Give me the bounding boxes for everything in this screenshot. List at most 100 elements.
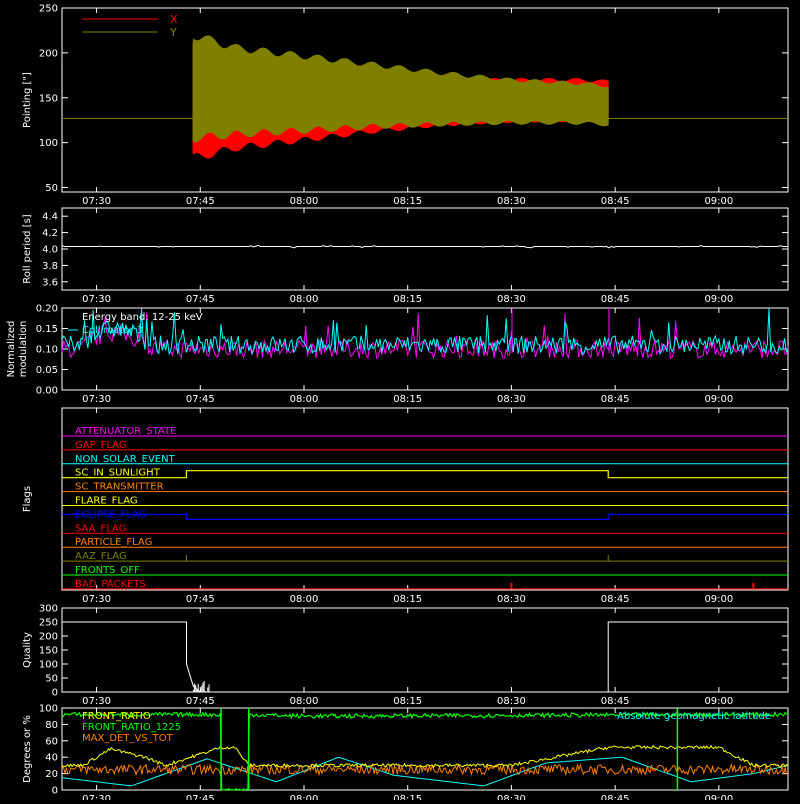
quality-ytick-label: 50 (45, 674, 58, 685)
roll-ytick-label: 4.2 (42, 228, 58, 239)
annotation-energy-band: Energy band: 12-25 keV (82, 312, 203, 323)
flags-xtick-label: 07:45 (186, 594, 215, 605)
modulation-ytick-label: 0.00 (36, 386, 58, 397)
roll-xtick-label: 07:30 (82, 294, 111, 305)
legend-label-front-ratio-1225: FRONT_RATIO_1225 (82, 722, 181, 733)
flag-particle-flag-label: PARTICLE_FLAG (75, 537, 152, 548)
pointing-xtick-label: 08:45 (601, 196, 630, 207)
flags-xtick-label: 08:45 (601, 594, 630, 605)
flag-sc-transmitter-label: SC_TRANSMITTER (75, 482, 164, 493)
legend-label-y: Y (169, 26, 177, 39)
flag-fronts-off-label: FRONTS_OFF (75, 565, 140, 576)
quality-ytick-label: 300 (39, 604, 58, 615)
pointing-ytick-label: 200 (39, 48, 58, 59)
flag-attenuator-state-label: ATTENUATOR_STATE (75, 426, 176, 437)
quality-panel: 07:30 07:45 08:00 08:15 08:30 08:45 09:00 0 50 10… (22, 604, 789, 707)
orbit-xtick-label: 07:30 (82, 794, 111, 800)
orbit-ytick-label: 20 (45, 769, 58, 780)
quality-ytick-label: 100 (39, 660, 58, 671)
pointing-frame (61, 7, 789, 193)
modulation-xtick-label: 07:45 (186, 394, 215, 405)
roll-ytick-label: 4.4 (42, 212, 58, 223)
flag-sc-in-sunlight-label: SC_IN_SUNLIGHT (75, 468, 161, 479)
series-front-ratio-1225 (61, 711, 789, 791)
modulation-ytick-label: 0.15 (36, 324, 58, 335)
modulation-xtick-label: 08:30 (497, 394, 526, 405)
pointing-xtick-label: 07:30 (82, 196, 111, 207)
series-front-ratio (61, 744, 789, 769)
flags-frame (61, 407, 789, 591)
quality-ytick-label: 0 (52, 688, 58, 699)
orbit-xtick-label: 08:15 (393, 794, 422, 800)
legend-label-geomagnetic-latitude: Absolute geomagnetic latitude (617, 711, 771, 722)
roll-ytick-label: 4.0 (42, 245, 58, 256)
quality-xtick-label: 07:30 (82, 696, 111, 707)
orbit-xtick-label: 07:45 (186, 794, 215, 800)
series-collimator-3-trace (61, 308, 789, 356)
orbit-ytick-label: 100 (39, 704, 58, 715)
quality-frame (61, 607, 789, 693)
modulation-xtick-label: 08:15 (393, 394, 422, 405)
modulation-ytick-label: 0.05 (36, 365, 58, 376)
orbit-ylabel: Degrees or % (22, 715, 33, 783)
legend-label-max-det-vs-tot: MAX_DET_VS_TOT (82, 733, 174, 744)
flags-ylabel: Flags (22, 486, 33, 512)
modulation-xtick-label: 08:45 (601, 394, 630, 405)
pointing-xtick-label: 08:30 (497, 196, 526, 207)
flags-xtick-label: 08:00 (290, 594, 319, 605)
quality-xtick-label: 09:00 (704, 696, 733, 707)
flags-panel: 07:30 07:45 08:00 08:15 08:30 08:45 09:00 Flags… (22, 407, 789, 605)
orbit-xtick-label: 08:45 (601, 794, 630, 800)
modulation-xtick-label: 09:00 (704, 394, 733, 405)
orbit-ytick-label: 0 (52, 786, 58, 797)
modulation-xtick-label: 08:00 (290, 394, 319, 405)
modulation-panel: 07:30 07:45 08:00 08:15 08:30 08:45 09:00 0.00 0… (6, 304, 789, 405)
quality-ytick-label: 250 (39, 618, 58, 629)
orbit-ytick-label: 80 (45, 720, 58, 731)
roll-xtick-label: 07:45 (186, 294, 215, 305)
series-y-band (192, 35, 609, 143)
quality-ytick-label: 150 (39, 646, 58, 657)
modulation-ylabel-line1: Normalized (6, 321, 17, 378)
pointing-ytick-label: 150 (39, 93, 58, 104)
series-quality (62, 621, 788, 693)
orbit-frame (61, 707, 789, 791)
flag-saa-flag-label: SAA_FLAG (75, 523, 126, 534)
pointing-xtick-label: 09:00 (704, 196, 733, 207)
roll-frame (61, 207, 789, 291)
pointing-xtick-label: 07:45 (186, 196, 215, 207)
series-roll-period (61, 244, 788, 249)
flag-bad-packets-label: BAD_PACKETS (75, 579, 146, 590)
series-geomagnetic-latitude (61, 756, 789, 787)
pointing-ytick-label: 50 (45, 183, 58, 194)
pointing-ytick-label: 100 (39, 138, 58, 149)
pointing-xtick-label: 08:00 (290, 196, 319, 207)
pointing-ytick-label: 250 (39, 4, 58, 15)
modulation-xtick-label: 07:30 (82, 394, 111, 405)
legend-label-collimator-3: Collimator 3 (82, 325, 143, 336)
orbit-ytick-label: 40 (45, 753, 58, 764)
flag-sc-in-sunlight-line (62, 470, 788, 479)
legend-label-x: X (170, 13, 178, 26)
series-max-det-vs-tot (61, 763, 789, 777)
pointing-ylabel: Pointing ["] (22, 72, 33, 128)
legend-label-front-ratio: FRONT_RATIO (82, 711, 151, 722)
orbit-xtick-label: 09:00 (704, 794, 733, 800)
flags-xtick-label: 08:15 (393, 594, 422, 605)
orbit-panel: 07:30 07:45 08:00 08:15 08:30 08:45 09:00 0 20 40… (22, 704, 789, 804)
roll-xtick-label: 08:45 (601, 294, 630, 305)
flag-flare-flag-label: FLARE_FLAG (75, 496, 138, 507)
roll-xtick-label: 08:00 (290, 294, 319, 305)
flag-eclipse-flag-label: ECLIPSE_FLAG (75, 509, 146, 520)
modulation-ytick-label: 0.10 (36, 345, 58, 356)
quality-xtick-label: 08:15 (393, 696, 422, 707)
quality-xtick-label: 08:45 (601, 696, 630, 707)
flag-aaz-flag-label: AAZ_FLAG (75, 551, 127, 562)
roll-ylabel: Roll period [s] (22, 214, 33, 283)
pointing-xtick-label: 08:15 (393, 196, 422, 207)
orbit-ytick-label: 60 (45, 736, 58, 747)
orbit-xtick-label: 08:00 (290, 794, 319, 800)
roll-ytick-label: 3.8 (42, 261, 58, 272)
